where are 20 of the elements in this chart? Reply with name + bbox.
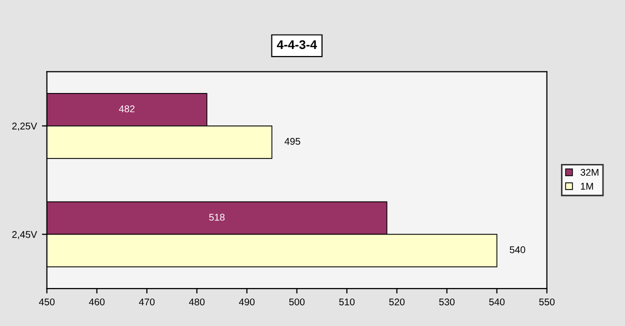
chart-title: 4-4-3-4 <box>276 40 317 50</box>
x-tick-label: 520 <box>389 298 405 306</box>
x-tick-label: 480 <box>188 298 205 306</box>
x-tick-label: 550 <box>539 298 555 306</box>
data-label: 482 <box>118 105 134 112</box>
x-tick-label: 450 <box>38 298 55 306</box>
x-tick-label: 510 <box>339 298 355 306</box>
y-tick-label: 2,45V <box>12 231 38 240</box>
x-tick-label: 500 <box>289 298 305 306</box>
legend-label: 32M <box>580 168 598 176</box>
y-tick-label: 2,25V <box>12 122 38 131</box>
x-tick-label: 470 <box>138 298 155 306</box>
x-tick-label: 540 <box>489 298 505 306</box>
x-tick-label: 530 <box>439 298 455 306</box>
x-tick-label: 460 <box>88 298 105 306</box>
legend-label: 1M <box>580 182 593 190</box>
x-tick-label: 490 <box>238 298 255 306</box>
data-label: 495 <box>284 138 300 145</box>
data-label: 540 <box>510 246 526 254</box>
data-label: 518 <box>209 214 225 221</box>
